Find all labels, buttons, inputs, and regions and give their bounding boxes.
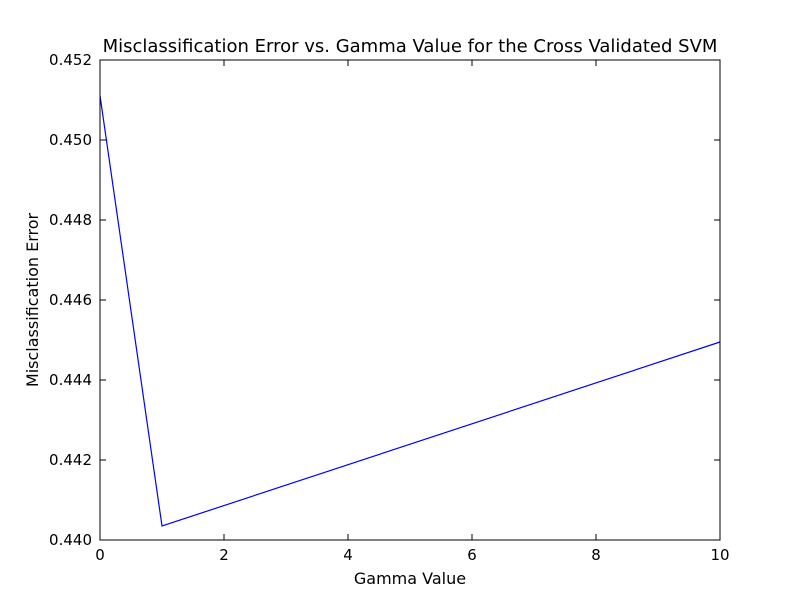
series-line	[99, 95, 721, 527]
x-tick-label: 2	[219, 546, 229, 564]
plot-area	[100, 60, 720, 540]
y-tick-label: 0.440	[49, 531, 92, 549]
y-tick-label: 0.448	[49, 211, 92, 229]
y-tick-label: 0.446	[49, 291, 92, 309]
y-tick-label: 0.444	[49, 371, 92, 389]
x-tick-label: 4	[343, 546, 353, 564]
ticks-layer: 0 2 4 6 8 10 0.440 0.442 0.444 0.446 0.448 0.450 0.4…	[49, 51, 730, 564]
x-tick-label: 10	[710, 546, 729, 564]
y-axis-label: Misclassification Error	[23, 213, 42, 388]
series-layer	[99, 95, 721, 527]
plot-frame	[99, 59, 721, 541]
chart-title: Misclassification Error vs. Gamma Value …	[103, 36, 718, 57]
x-tick-label: 6	[467, 546, 477, 564]
x-axis-label: Gamma Value	[354, 569, 466, 588]
y-tick-label: 0.452	[49, 51, 92, 69]
x-tick-label: 0	[95, 546, 105, 564]
y-tick-label: 0.450	[49, 131, 92, 149]
x-tick-label: 8	[591, 546, 601, 564]
y-tick-label: 0.442	[49, 451, 92, 469]
